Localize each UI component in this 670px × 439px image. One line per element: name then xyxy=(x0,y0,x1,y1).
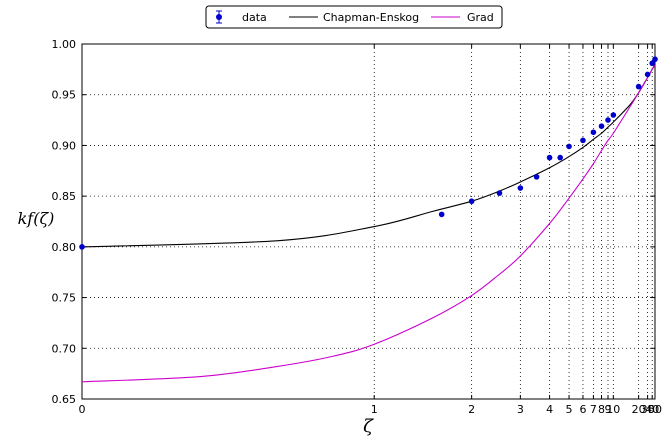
data-point xyxy=(644,71,651,78)
x-tick-label: 2 xyxy=(468,403,475,416)
y-tick-label: 0.95 xyxy=(52,89,77,102)
data-point-marker xyxy=(644,71,651,78)
x-tick-label: 9 xyxy=(605,403,612,416)
data-point-marker xyxy=(79,244,85,250)
data-point-marker xyxy=(598,123,605,129)
data-points xyxy=(79,56,658,250)
x-tick-label: 5 xyxy=(566,403,573,416)
data-point xyxy=(610,112,617,118)
x-tick-label: 30 xyxy=(641,403,655,416)
y-tick-labels: 0.65 0.70 0.75 0.80 0.85 0.90 0.95 1.00 xyxy=(52,38,77,406)
series-line-grad xyxy=(81,64,656,383)
y-tick-label: 0.65 xyxy=(52,393,77,406)
data-point xyxy=(598,123,605,129)
data-point-marker xyxy=(605,117,611,123)
data-point xyxy=(496,190,503,196)
y-tick-label: 0.90 xyxy=(52,139,77,152)
data-point xyxy=(566,143,572,150)
data-point-marker xyxy=(580,137,586,144)
legend-marker-point xyxy=(216,14,222,20)
data-point-marker xyxy=(566,143,572,150)
data-point-marker xyxy=(546,154,553,161)
series-line-chapman-enskog xyxy=(81,64,656,248)
x-tick-label: 4 xyxy=(546,403,553,416)
legend-label-chapman-enskog: Chapman-Enskog xyxy=(323,11,419,24)
data-point-marker xyxy=(590,129,597,136)
y-tick-label: 0.80 xyxy=(52,241,77,254)
data-point xyxy=(438,211,445,218)
data-point-marker xyxy=(610,112,617,118)
y-tick-label: 0.70 xyxy=(52,342,77,355)
y-tick-label: 0.75 xyxy=(52,292,77,305)
x-axis-label: ζ xyxy=(363,416,374,437)
x-tick-label: 1 xyxy=(371,403,378,416)
x-tick-label: 8 xyxy=(598,403,605,416)
data-point-marker xyxy=(635,83,642,90)
x-tick-label: 7 xyxy=(590,403,597,416)
data-point-marker xyxy=(533,174,540,180)
data-point-marker xyxy=(557,154,563,161)
series-lines xyxy=(81,64,656,383)
data-point xyxy=(580,137,586,144)
data-point-marker xyxy=(652,56,658,63)
data-point xyxy=(546,154,553,161)
plot-frame xyxy=(81,43,656,400)
data-point xyxy=(605,117,611,123)
data-point xyxy=(79,244,85,250)
legend-entry-chapman-enskog: Chapman-Enskog xyxy=(289,11,419,24)
x-tick-label: 10 xyxy=(606,403,620,416)
data-point xyxy=(652,56,658,63)
data-point xyxy=(590,129,597,136)
y-axis-label: kf(ζ) xyxy=(18,209,55,228)
x-tick-label: 50 xyxy=(648,403,662,416)
data-point-marker xyxy=(496,190,503,196)
data-point xyxy=(635,83,642,90)
legend-label-grad: Grad xyxy=(467,11,494,24)
x-tick-label: 3 xyxy=(517,403,524,416)
data-point xyxy=(517,185,524,191)
data-point xyxy=(533,174,540,180)
data-point-marker xyxy=(517,185,524,191)
x-tick-label: 20 xyxy=(632,403,646,416)
legend-box xyxy=(205,5,503,29)
y-tick-label: 1.00 xyxy=(52,38,77,51)
y-tick-label: 0.85 xyxy=(52,190,77,203)
data-point-marker xyxy=(438,211,445,218)
x-tick-label: 0 xyxy=(79,403,86,416)
legend: data Chapman-Enskog Grad xyxy=(205,5,503,29)
data-point xyxy=(557,154,563,161)
data-point-marker xyxy=(468,198,475,205)
data-point xyxy=(649,60,656,67)
x-tick-label: 6 xyxy=(579,403,586,416)
x-tick-label: 40 xyxy=(645,403,659,416)
legend-label-data: data xyxy=(242,11,267,24)
legend-entry-grad: Grad xyxy=(431,11,494,24)
data-point-marker xyxy=(649,60,656,67)
legend-entry-data: data xyxy=(216,10,267,24)
data-point xyxy=(468,198,475,205)
